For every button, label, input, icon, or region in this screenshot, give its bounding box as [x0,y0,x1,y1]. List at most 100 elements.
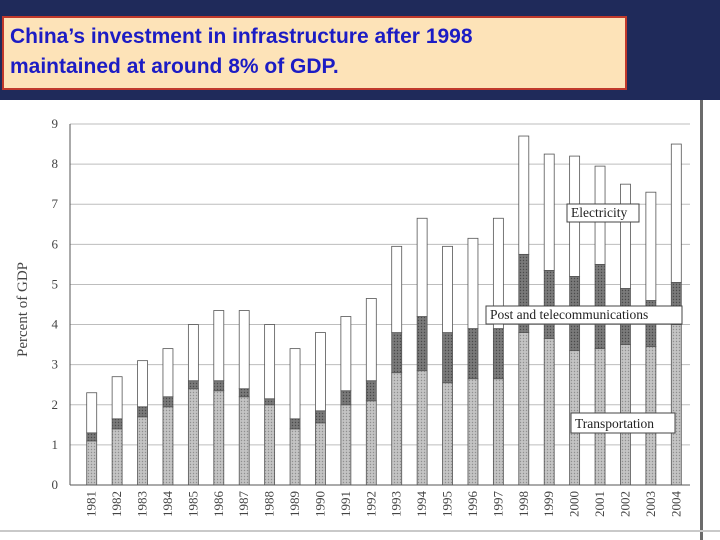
bar-electricity [467,237,479,329]
bar-transportation [238,396,250,486]
y-tick-label: 5 [52,276,59,291]
y-axis-title: Percent of GDP [15,262,31,357]
bar-transportation [391,372,403,486]
bar-electricity [365,298,377,382]
annotation-transportation-box [570,412,676,434]
bar-transportation [137,416,148,486]
x-tick-label: 1989 [287,491,302,517]
x-tick-label: 2004 [668,491,683,518]
bar-post-telecom [238,388,250,398]
bar-electricity [620,183,631,289]
bar-electricity [645,191,657,301]
bar-post-telecom [111,418,123,430]
right-edge-rule [700,100,703,540]
bar-transportation [213,390,225,486]
stacked-bar-chart: 0 1 2 3 4 5 6 7 8 9 Percent of GDP 1981 1982 1983 1984… [15,116,690,517]
bar-transportation [315,422,326,486]
y-tick-label: 9 [52,116,59,131]
bar-transportation [162,406,174,486]
bar-transportation [467,378,479,486]
bar-transportation [187,388,199,486]
x-tick-label: 2000 [567,491,582,517]
title-box: China’s investment in infrastructure aft… [2,16,627,90]
x-tick-label: 2001 [592,491,607,517]
bar-electricity [187,324,199,382]
bar-electricity [289,348,301,420]
x-tick-label: 1992 [363,491,378,517]
x-tick-label: 2003 [643,491,658,517]
bar-electricity [518,135,530,255]
x-tick-label: 1982 [109,491,124,517]
bar-electricity [492,217,504,329]
bar-transportation [492,378,504,486]
x-tick-label: 1997 [490,491,505,518]
title-line-1: China’s investment in infrastructure aft… [10,25,473,48]
axes: 0 1 2 3 4 5 6 7 8 9 Percent of GDP 1981 1982 1983 1984… [15,116,690,517]
bar-transportation [543,338,555,486]
y-tick-label: 3 [52,357,59,372]
x-tick-label: 1984 [160,491,175,518]
x-tick-label: 1990 [312,491,327,517]
bar-post-telecom [289,418,301,430]
x-tick-label: 1994 [414,491,429,518]
bar-transportation [518,332,530,486]
bar-electricity [86,392,98,434]
bar-electricity [137,360,148,408]
bar-post-telecom [442,332,453,384]
y-tick-label: 1 [52,437,59,452]
y-tick-label: 2 [52,397,59,412]
y-tick-label: 8 [52,156,59,171]
bar-post-telecom [365,380,377,402]
annotation-electricity: Electricity [571,205,627,220]
x-tick-label: 1993 [389,491,404,517]
bar-post-telecom [187,380,199,390]
bar-transportation [111,428,123,486]
x-tick-label: 1986 [211,491,226,518]
bottom-edge-rule [0,530,720,532]
bar-electricity [543,153,555,271]
bar-post-telecom [492,328,504,380]
x-tick-label: 1987 [236,491,251,518]
bar-electricity [442,245,453,333]
bar-electricity [111,376,123,420]
bar-electricity [213,310,225,382]
annotation-post-telecom: Post and telecommunications [490,307,648,322]
x-tick-label: 1995 [440,491,455,517]
bar-electricity [315,332,326,412]
x-tick-label: 1981 [84,491,99,517]
bar-post-telecom [86,432,98,442]
bar-transportation [365,400,377,486]
x-tick-label: 1988 [262,491,277,517]
title-line-2: maintained at around 8% of GDP. [10,55,339,78]
x-tick-label: 1999 [541,491,556,517]
bar-electricity [416,217,428,317]
bar-electricity [391,245,403,333]
annotations: Electricity Post and telecommunications Tr… [485,203,683,434]
x-tick-label: 1985 [185,491,200,517]
x-tick-label: 2002 [617,491,632,517]
bar-transportation [264,404,276,486]
bar-post-telecom [137,406,148,418]
bar-post-telecom [340,390,352,406]
y-tick-label: 6 [52,236,59,251]
bar-transportation [340,404,352,486]
y-tick-label: 4 [52,317,59,332]
y-tick-label: 7 [52,196,59,211]
annotation-electricity-box [566,203,640,223]
bar-post-telecom [162,396,174,408]
bar-transportation [86,440,98,486]
header-band: China’s investment in infrastructure aft… [0,0,720,100]
bar-transportation [442,382,453,486]
bar-post-telecom [543,270,555,339]
x-tick-label: 1991 [338,491,353,517]
bar-electricity [264,324,276,400]
annotation-post-telecom-box [485,305,683,325]
bar-post-telecom [467,328,479,380]
bar-electricity [340,316,352,392]
y-tick-label: 0 [52,477,59,492]
bar-post-telecom [391,332,403,374]
bar-transportation [670,324,682,486]
x-tick-label: 1996 [465,491,480,518]
bar-electricity [162,348,174,398]
annotation-transportation: Transportation [575,416,654,431]
